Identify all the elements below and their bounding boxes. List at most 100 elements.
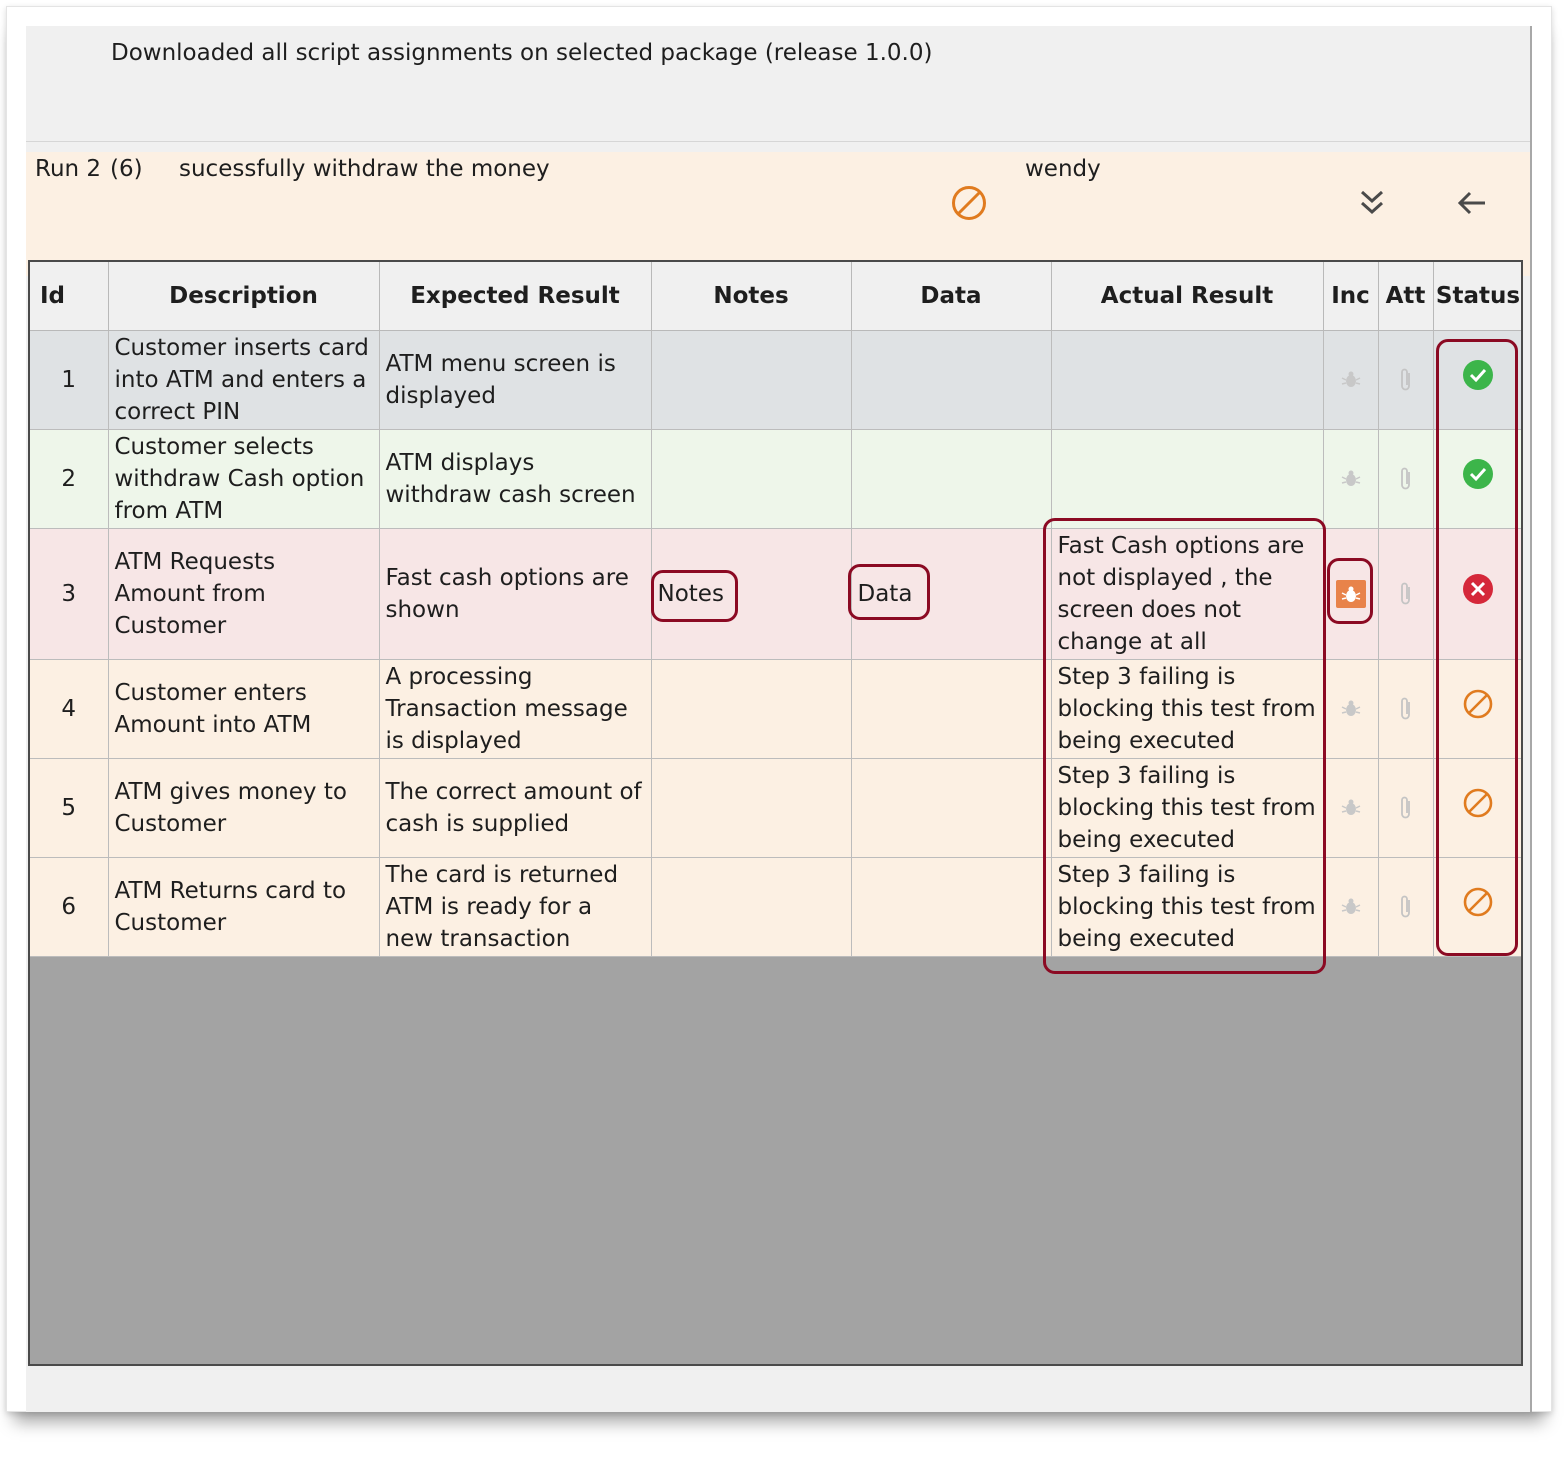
step-actual-result[interactable]: [1051, 429, 1324, 529]
step-notes[interactable]: Notes: [651, 528, 852, 660]
step-expected-result[interactable]: ATM displays withdraw cash screen: [379, 429, 652, 529]
step-status-cell[interactable]: [1433, 429, 1521, 529]
step-attachment-cell[interactable]: [1378, 528, 1434, 660]
step-incident-cell[interactable]: [1323, 758, 1379, 858]
passed-status-icon[interactable]: [1462, 360, 1494, 397]
step-notes[interactable]: [651, 429, 852, 529]
step-description[interactable]: Customer enters Amount into ATM: [108, 659, 380, 759]
incident-icon[interactable]: [1324, 698, 1378, 720]
attachment-icon[interactable]: [1379, 581, 1433, 607]
step-notes[interactable]: [651, 857, 852, 957]
attachment-icon[interactable]: [1379, 696, 1433, 722]
step-description[interactable]: ATM gives money to Customer: [108, 758, 380, 858]
step-description[interactable]: Customer selects withdraw Cash option fr…: [108, 429, 380, 529]
incident-icon[interactable]: [1335, 580, 1366, 608]
step-actual-result[interactable]: Step 3 failing is blocking this test fro…: [1051, 857, 1324, 957]
step-status-cell[interactable]: [1433, 659, 1521, 759]
step-data[interactable]: [851, 429, 1052, 529]
column-header-description[interactable]: Description: [108, 262, 380, 331]
step-actual-result[interactable]: [1051, 330, 1324, 430]
step-expected-result[interactable]: ATM menu screen is displayed: [379, 330, 652, 430]
step-expected-result[interactable]: The card is returned ATM is ready for a …: [379, 857, 652, 957]
table-row[interactable]: 4 Customer enters Amount into ATM A proces…: [30, 659, 1521, 759]
column-header-id[interactable]: Id: [30, 262, 109, 331]
step-data[interactable]: [851, 330, 1052, 430]
step-attachment-cell[interactable]: [1378, 758, 1434, 858]
column-header-status[interactable]: Status: [1433, 262, 1521, 331]
status-message: Downloaded all script assignments on sel…: [111, 40, 933, 66]
failed-status-icon[interactable]: [1462, 574, 1494, 611]
column-header-data[interactable]: Data: [851, 262, 1052, 331]
step-attachment-cell[interactable]: [1378, 330, 1434, 430]
attachment-icon[interactable]: [1379, 466, 1433, 492]
step-incident-cell[interactable]: [1323, 330, 1379, 430]
column-header-actual-result[interactable]: Actual Result: [1051, 262, 1324, 331]
step-attachment-cell[interactable]: [1378, 659, 1434, 759]
step-id: 5: [30, 758, 109, 858]
step-id: 4: [30, 659, 109, 759]
step-status-cell[interactable]: [1433, 330, 1521, 430]
column-header-att[interactable]: Att: [1378, 262, 1434, 331]
blocked-status-icon[interactable]: [1462, 788, 1494, 825]
step-description[interactable]: Customer inserts card into ATM and enter…: [108, 330, 380, 430]
double-chevron-down-icon[interactable]: [1355, 186, 1389, 220]
incident-icon[interactable]: [1324, 369, 1378, 391]
incident-icon[interactable]: [1324, 896, 1378, 918]
table-row[interactable]: 6 ATM Returns card to Customer The card is…: [30, 857, 1521, 957]
header-row: Id Description Expected Result Notes Dat…: [30, 262, 1521, 331]
step-id: 2: [30, 429, 109, 529]
step-expected-result[interactable]: Fast cash options are shown: [379, 528, 652, 660]
step-status-cell[interactable]: [1433, 758, 1521, 858]
step-notes[interactable]: [651, 659, 852, 759]
step-incident-cell[interactable]: [1323, 659, 1379, 759]
incident-icon[interactable]: [1324, 468, 1378, 490]
table-row[interactable]: 2 Customer selects withdraw Cash option f…: [30, 429, 1521, 529]
step-notes[interactable]: [651, 758, 852, 858]
column-header-expected-result[interactable]: Expected Result: [379, 262, 652, 331]
step-notes[interactable]: [651, 330, 852, 430]
step-expected-result[interactable]: The correct amount of cash is supplied: [379, 758, 652, 858]
step-description[interactable]: ATM Returns card to Customer: [108, 857, 380, 957]
run-user: wendy: [1025, 156, 1101, 182]
run-name: sucessfully withdraw the money: [179, 156, 550, 182]
step-incident-cell[interactable]: [1323, 528, 1379, 660]
step-attachment-cell[interactable]: [1378, 429, 1434, 529]
blocked-icon: [950, 184, 988, 222]
step-description[interactable]: ATM Requests Amount from Customer: [108, 528, 380, 660]
passed-status-icon[interactable]: [1462, 459, 1494, 496]
step-actual-result[interactable]: Step 3 failing is blocking this test fro…: [1051, 659, 1324, 759]
step-data[interactable]: [851, 758, 1052, 858]
step-id: 1: [30, 330, 109, 430]
step-expected-result[interactable]: A processing Transaction message is disp…: [379, 659, 652, 759]
step-data[interactable]: Data: [851, 528, 1052, 660]
step-incident-cell[interactable]: [1323, 429, 1379, 529]
run-label: Run 2: [35, 156, 102, 182]
divider: [26, 141, 1530, 142]
step-status-cell[interactable]: [1433, 528, 1521, 660]
run-bar: [26, 152, 1530, 276]
incident-icon[interactable]: [1324, 797, 1378, 819]
step-id: 6: [30, 857, 109, 957]
blocked-status-icon[interactable]: [1462, 689, 1494, 726]
attachment-icon[interactable]: [1379, 894, 1433, 920]
column-header-notes[interactable]: Notes: [651, 262, 852, 331]
step-id: 3: [30, 528, 109, 660]
blocked-status-icon[interactable]: [1462, 887, 1494, 924]
test-steps-table: Id Description Expected Result Notes Dat…: [30, 262, 1521, 957]
attachment-icon[interactable]: [1379, 795, 1433, 821]
step-incident-cell[interactable]: [1323, 857, 1379, 957]
step-actual-result[interactable]: Fast Cash options are not displayed , th…: [1051, 528, 1324, 660]
step-attachment-cell[interactable]: [1378, 857, 1434, 957]
attachment-icon[interactable]: [1379, 367, 1433, 393]
step-data[interactable]: [851, 659, 1052, 759]
table-row[interactable]: 1 Customer inserts card into ATM and ente…: [30, 330, 1521, 430]
step-status-cell[interactable]: [1433, 857, 1521, 957]
table-row[interactable]: 3 ATM Requests Amount from Customer Fast c…: [30, 528, 1521, 660]
test-steps-grid: Id Description Expected Result Notes Dat…: [28, 260, 1523, 1366]
table-row[interactable]: 5 ATM gives money to Customer The correct …: [30, 758, 1521, 858]
step-actual-result[interactable]: Step 3 failing is blocking this test fro…: [1051, 758, 1324, 858]
column-header-inc[interactable]: Inc: [1323, 262, 1379, 331]
arrow-left-icon[interactable]: [1455, 186, 1489, 220]
run-step-count: (6): [110, 156, 143, 182]
step-data[interactable]: [851, 857, 1052, 957]
